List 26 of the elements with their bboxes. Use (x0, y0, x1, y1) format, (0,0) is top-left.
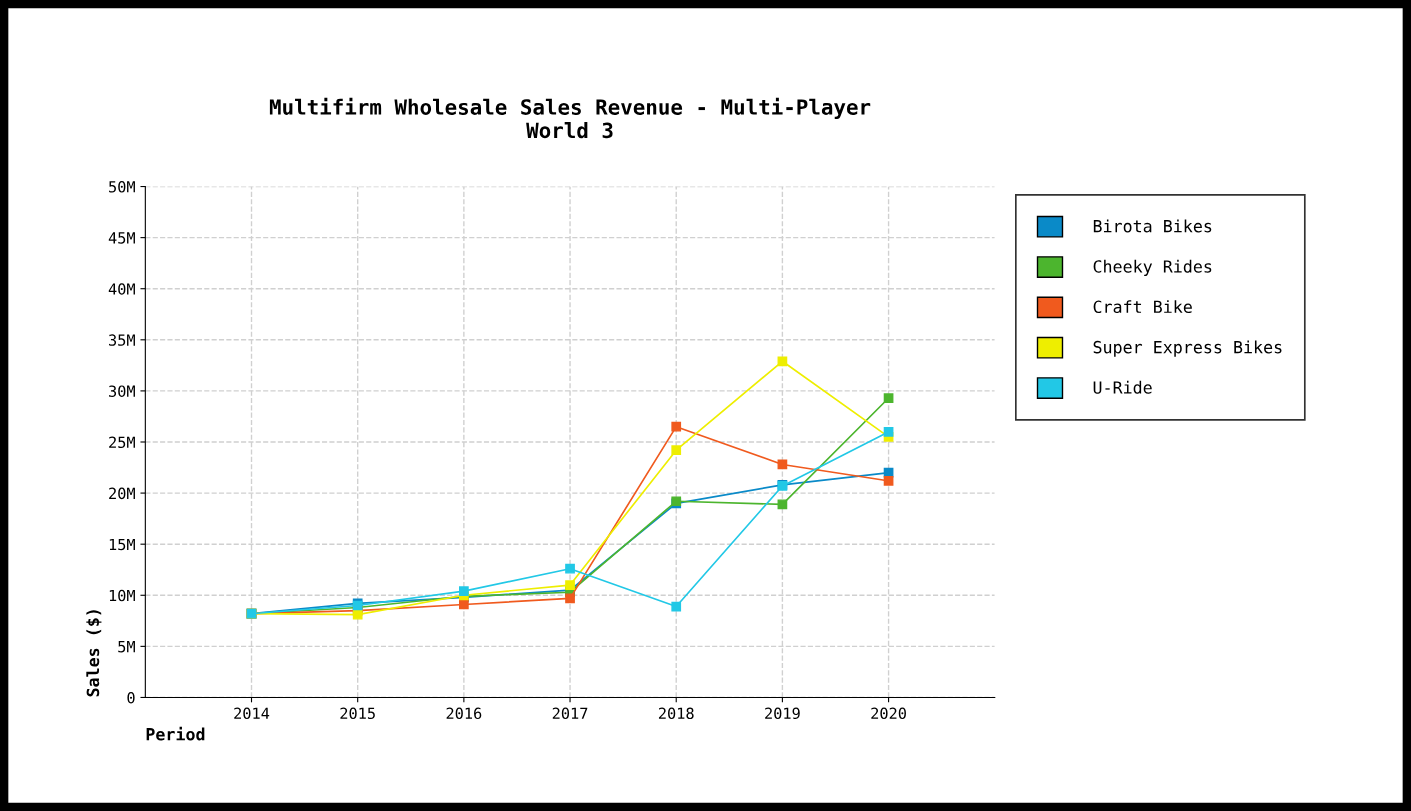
x-tick-label: 2014 (234, 707, 270, 720)
y-tick-label: 10M (109, 589, 135, 602)
y-tick-label: 40M (108, 283, 135, 295)
y-tick-label: 0 (127, 691, 135, 704)
x-tick-label: 2018 (658, 707, 694, 720)
x-tick-label: 2017 (552, 707, 588, 720)
legend-label: U-Ride (1093, 380, 1152, 394)
y-tick-label: 15M (109, 538, 135, 551)
legend-label: Cheeky Rides (1093, 259, 1212, 276)
y-tick-label: 45M (108, 232, 135, 244)
y-axis-title: Sales ($) (86, 610, 102, 697)
y-tick-label: 50M (109, 181, 135, 193)
y-tick-label: 35M (109, 334, 135, 346)
y-tick-label: 25M (109, 436, 135, 449)
legend-label: Super Express Bikes (1093, 340, 1282, 357)
x-axis-title: Period (146, 726, 205, 741)
y-tick-label: 5M (118, 641, 135, 653)
y-tick-label: 20M (109, 487, 135, 500)
y-tick-label: 30M (109, 385, 135, 397)
x-tick-label: 2015 (340, 707, 375, 720)
x-tick-label: 2016 (446, 707, 482, 720)
x-tick-label: 2020 (871, 707, 906, 720)
chart-title: Multifirm Wholesale Sales Revenue - Multi-Player World 3 (269, 97, 871, 139)
legend-label: Craft Bike (1093, 300, 1192, 314)
x-tick-label: 2019 (765, 707, 800, 720)
legend-label: Birota Bikes (1093, 219, 1212, 233)
